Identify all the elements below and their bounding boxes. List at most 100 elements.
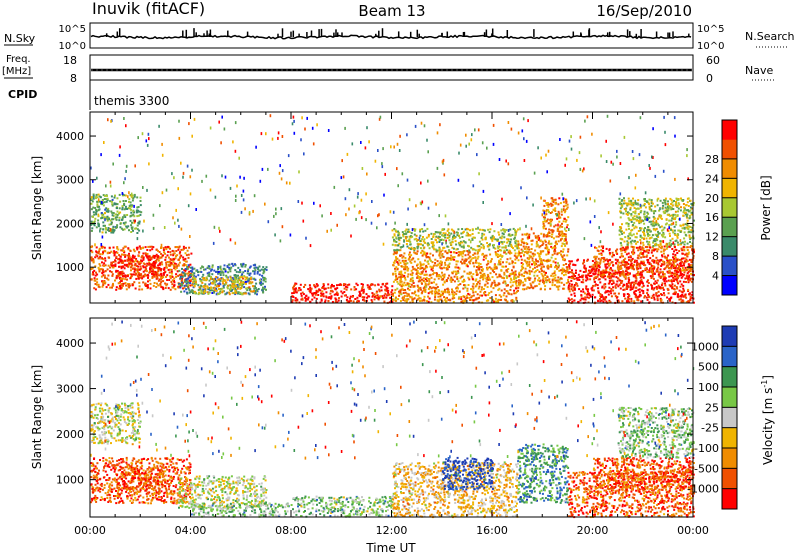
power-data-cell bbox=[418, 287, 421, 290]
power-data-cell bbox=[650, 264, 653, 267]
power-data-cell bbox=[620, 249, 623, 252]
power-data-cell bbox=[178, 252, 181, 255]
power-data-cell bbox=[391, 229, 394, 232]
power-data-cell bbox=[221, 287, 224, 290]
power-data-cell bbox=[623, 288, 626, 291]
power-data-cell bbox=[621, 263, 624, 266]
power-data-cell bbox=[399, 291, 402, 294]
power-data-cell bbox=[446, 268, 449, 271]
power-data-cell bbox=[206, 272, 209, 275]
power-data-cell bbox=[624, 263, 627, 266]
power-data-cell bbox=[114, 260, 117, 263]
power-data-cell bbox=[663, 294, 666, 297]
power-data-cell bbox=[675, 278, 678, 281]
power-data-cell bbox=[606, 266, 609, 269]
power-data-cell bbox=[435, 249, 438, 252]
power-data-cell bbox=[486, 242, 489, 244]
power-data-cell bbox=[453, 275, 456, 278]
power-data-cell bbox=[162, 288, 165, 291]
power-data-cell bbox=[257, 288, 260, 290]
power-data-cell bbox=[417, 297, 420, 300]
power-data-cell bbox=[554, 261, 557, 264]
power-data-cell bbox=[217, 268, 220, 270]
power-data-cell bbox=[515, 255, 518, 258]
power-data-cell bbox=[400, 272, 403, 275]
power-data-cell bbox=[528, 269, 531, 272]
power-data-cell bbox=[513, 254, 516, 257]
power-data-cell bbox=[99, 264, 102, 267]
power-data-cell bbox=[142, 266, 145, 269]
power-data-cell bbox=[603, 283, 606, 286]
power-data-cell bbox=[92, 196, 95, 199]
power-data-cell bbox=[160, 261, 163, 264]
power-data-cell bbox=[514, 262, 517, 264]
power-data-cell bbox=[504, 299, 507, 302]
power-data-cell bbox=[593, 280, 596, 283]
power-data-cell bbox=[599, 274, 602, 276]
power-data-cell bbox=[651, 295, 654, 298]
power-data-cell bbox=[118, 254, 121, 257]
power-data-cell bbox=[499, 260, 502, 263]
power-data-cell bbox=[653, 249, 655, 252]
power-data-cell bbox=[253, 287, 256, 290]
power-data-cell bbox=[423, 246, 426, 249]
power-data-cell bbox=[119, 222, 122, 225]
power-data-cell bbox=[165, 248, 168, 251]
power-data-cell bbox=[582, 271, 585, 273]
power-data-cell bbox=[366, 284, 369, 287]
power-data-cell bbox=[462, 250, 465, 253]
power-data-cell bbox=[128, 229, 130, 232]
power-data-cell bbox=[128, 286, 131, 289]
power-data-cell bbox=[604, 271, 607, 274]
power-data-cell bbox=[182, 258, 185, 261]
power-data-cell bbox=[433, 233, 436, 235]
power-data-cell bbox=[490, 285, 493, 288]
power-data-cell bbox=[692, 251, 695, 254]
power-data-cell bbox=[150, 263, 153, 266]
power-data-cell bbox=[567, 280, 570, 283]
power-data-cell bbox=[167, 250, 170, 253]
power-data-cell bbox=[127, 247, 130, 250]
power-data-cell bbox=[486, 273, 489, 276]
power-data-cell bbox=[568, 299, 571, 301]
power-data-cell bbox=[207, 288, 210, 291]
power-data-cell bbox=[624, 265, 626, 268]
power-data-cell bbox=[412, 257, 415, 260]
power-data-cell bbox=[434, 290, 436, 293]
power-data-cell bbox=[509, 288, 512, 291]
power-data-cell bbox=[567, 276, 570, 279]
power-data-cell bbox=[500, 241, 503, 244]
power-data-cell bbox=[247, 270, 249, 273]
power-data-cell bbox=[141, 255, 144, 258]
power-data-cell bbox=[614, 271, 617, 274]
power-data-cell bbox=[663, 280, 666, 282]
power-data-cell bbox=[307, 288, 310, 291]
power-data-cell bbox=[446, 233, 449, 236]
power-data-cell bbox=[256, 293, 258, 296]
power-data-cell bbox=[644, 264, 647, 267]
power-data-cell bbox=[658, 271, 661, 274]
power-data-cell bbox=[465, 258, 468, 261]
power-data-cell bbox=[683, 260, 686, 263]
power-data-cell bbox=[197, 289, 200, 291]
power-data-cell bbox=[655, 248, 658, 251]
power-data-cell bbox=[633, 263, 635, 266]
power-data-cell bbox=[560, 281, 563, 284]
power-data-cell bbox=[449, 299, 452, 302]
power-data-cell bbox=[611, 283, 613, 286]
power-data-cell bbox=[437, 249, 440, 252]
power-data-cell bbox=[309, 289, 312, 292]
power-data-cell bbox=[457, 297, 460, 300]
power-data-cell bbox=[183, 286, 186, 289]
power-data-cell bbox=[582, 281, 585, 284]
power-data-cell bbox=[520, 243, 523, 246]
power-data-cell bbox=[508, 274, 511, 277]
power-data-cell bbox=[421, 278, 423, 281]
power-data-cell bbox=[551, 231, 554, 234]
power-data-cell bbox=[111, 211, 114, 214]
power-data-cell bbox=[123, 223, 126, 226]
power-data-cell bbox=[370, 299, 373, 302]
power-data-cell bbox=[333, 293, 336, 296]
power-data-cell bbox=[407, 293, 410, 296]
power-data-cell bbox=[104, 217, 107, 220]
